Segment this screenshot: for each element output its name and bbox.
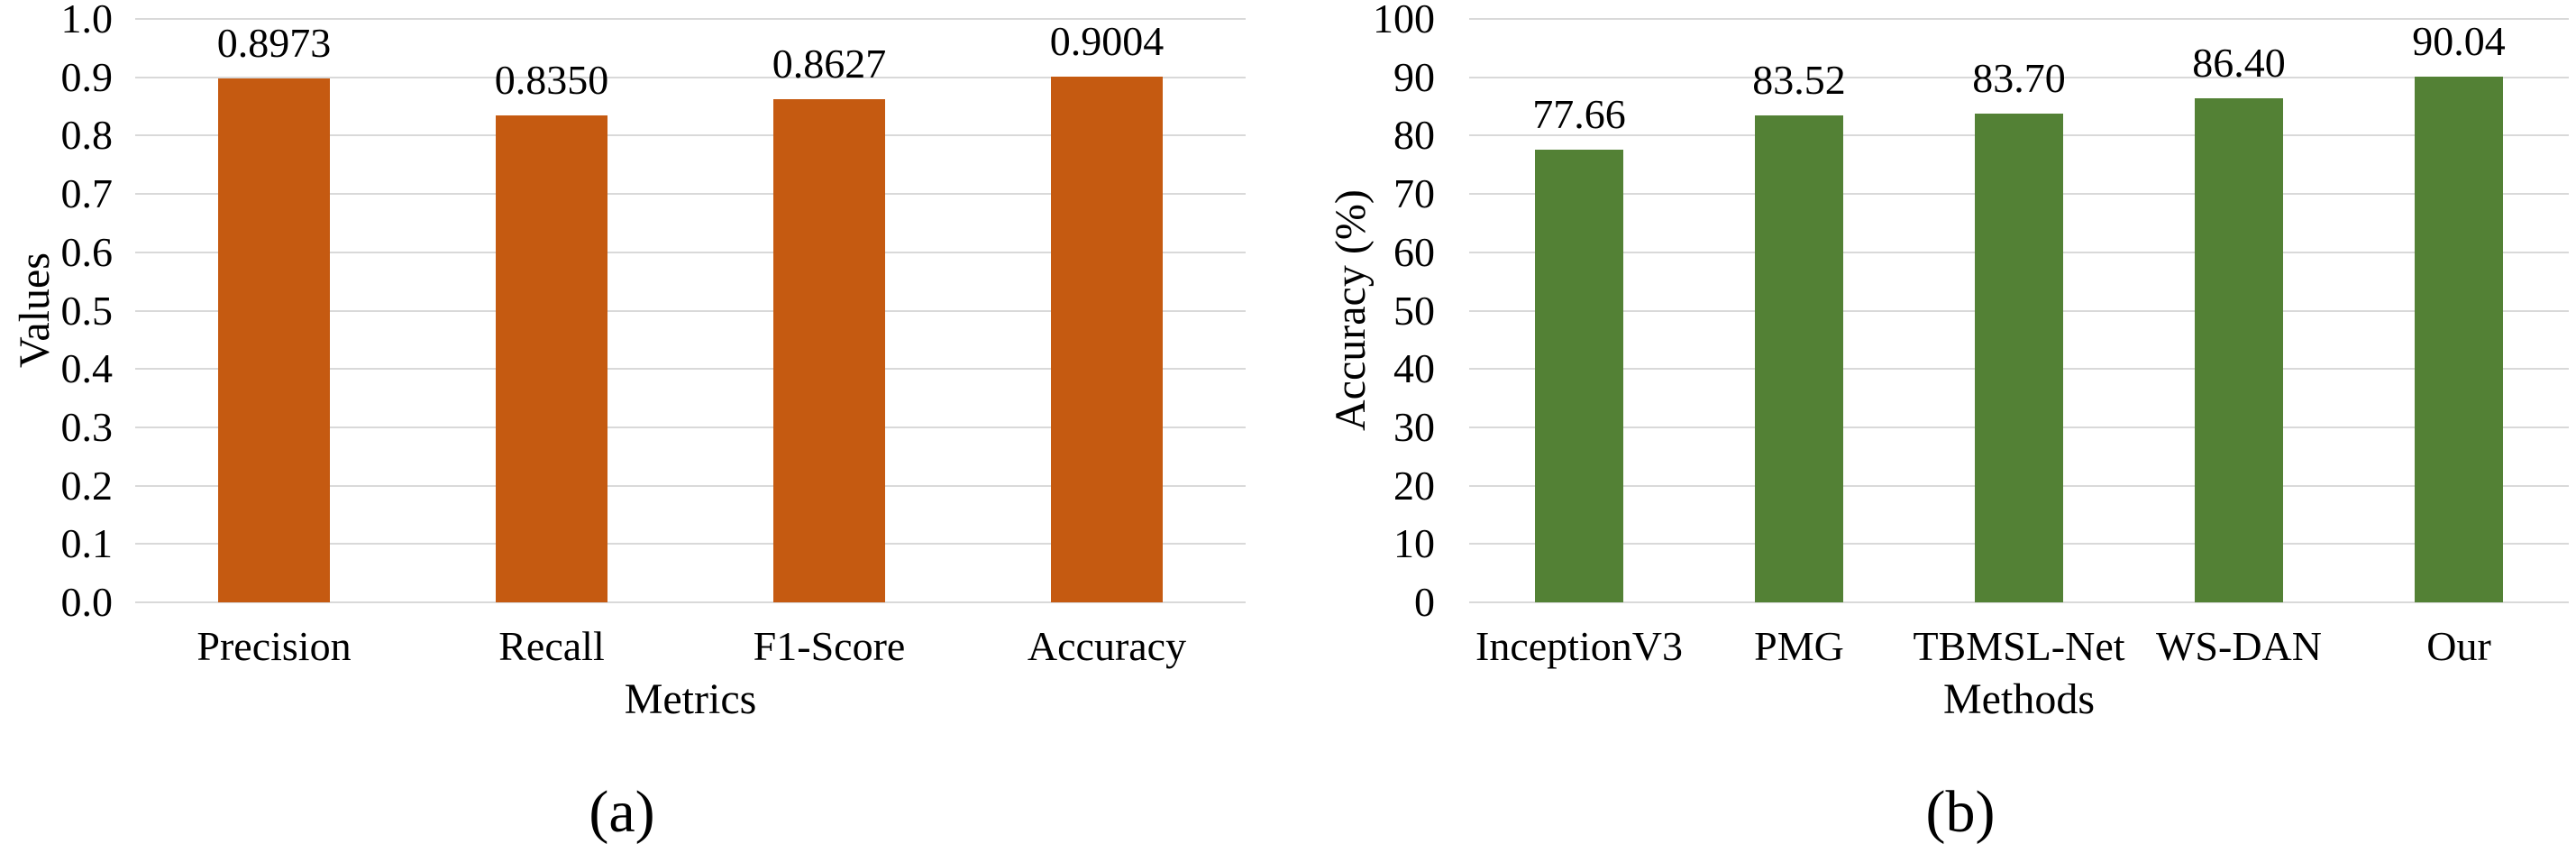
bar-value-label: 83.52 [1752, 56, 1846, 103]
y-tick-label: 70 [1393, 170, 1435, 217]
bar-recall [496, 115, 607, 602]
caption-b: (b) [1925, 779, 1996, 845]
x-tick-label: Our [2426, 623, 2491, 669]
y-tick-label: 0.9 [60, 53, 114, 100]
bar-cell: 86.40 [2129, 19, 2349, 602]
bar-value-label: 0.8350 [494, 56, 609, 103]
caption-a: (a) [589, 779, 655, 845]
x-tick-label: F1-Score [753, 623, 906, 669]
x-tick-label: InceptionV3 [1475, 623, 1683, 669]
y-tick-label: 0.8 [60, 112, 114, 159]
bar-cell: 0.8627 [690, 19, 968, 602]
gridline [135, 426, 1246, 428]
bar-cell: 0.8973 [135, 19, 413, 602]
chart-panel-b: Accuracy (%) 77.66 83.52 83.70 86.40 90.04 M… [1289, 0, 2576, 853]
gridline [135, 368, 1246, 371]
x-tick-label: Accuracy [1027, 623, 1187, 669]
y-tick-label: 50 [1393, 287, 1435, 334]
y-tick-label: 90 [1393, 53, 1435, 100]
bar-accuracy [1051, 77, 1163, 602]
bar-cell: 0.9004 [968, 19, 1246, 602]
gridline [1469, 18, 2569, 20]
gridline [1469, 76, 2569, 78]
y-tick-label: 0 [1414, 579, 1435, 625]
y-tick-label: 0.4 [60, 345, 114, 392]
gridline [135, 18, 1246, 20]
bar-cell: 77.66 [1469, 19, 1689, 602]
x-tick-label: Precision [196, 623, 352, 669]
bar-cell: 0.8350 [413, 19, 690, 602]
y-tick-label: 40 [1393, 345, 1435, 392]
y-tick-label: 0.3 [60, 403, 114, 450]
x-axis-title-a: Metrics [624, 675, 757, 723]
x-tick-label: WS-DAN [2156, 623, 2322, 669]
bar-ws-dan [2195, 98, 2283, 602]
gridline [135, 543, 1246, 546]
y-tick-label: 0.5 [60, 287, 114, 334]
bar-precision [218, 78, 330, 602]
gridline [135, 76, 1246, 78]
bar-our [2415, 77, 2503, 602]
bar-cell: 83.52 [1689, 19, 1909, 602]
chart-panel-a: Values 0.8973 0.8350 0.8627 0.9004 Metrics … [11, 0, 1246, 845]
x-tick-label: TBMSL-Net [1913, 623, 2125, 669]
y-tick-label: 10 [1393, 520, 1435, 567]
gridline [1469, 601, 2569, 603]
gridline [135, 193, 1246, 196]
y-tick-label: 0.6 [60, 228, 114, 275]
y-tick-label: 60 [1393, 228, 1435, 275]
bar-cell: 83.70 [1909, 19, 2129, 602]
bar-value-label: 86.40 [2192, 40, 2286, 86]
y-tick-label: 0.0 [60, 579, 114, 625]
y-tick-label: 1.0 [60, 0, 114, 41]
y-tick-label: 0.2 [60, 462, 114, 509]
bar-value-label: 0.9004 [1049, 18, 1165, 65]
bar-f1-score [773, 98, 885, 602]
gridline [135, 484, 1246, 487]
gridline [135, 134, 1246, 137]
bar-pmg [1755, 115, 1843, 602]
gridline [135, 309, 1246, 312]
bar-value-label: 77.66 [1532, 90, 1626, 137]
x-tick-label: Recall [498, 623, 605, 669]
bar-value-label: 0.8973 [216, 20, 332, 67]
x-axis-title-b: Methods [1943, 675, 2095, 723]
bar-inceptionv3 [1535, 149, 1623, 602]
y-tick-label: 0.1 [60, 520, 114, 567]
y-tick-label: 30 [1393, 403, 1435, 450]
bar-value-label: 0.8627 [772, 40, 887, 87]
bar-value-label: 83.70 [1972, 55, 2066, 102]
y-tick-label: 0.7 [60, 170, 114, 217]
y-tick-label: 100 [1373, 0, 1435, 41]
gridline [135, 251, 1246, 253]
y-tick-label: 20 [1393, 462, 1435, 509]
y-tick-label: 80 [1393, 112, 1435, 159]
bar-tbmsl-net [1975, 114, 2063, 602]
bar-value-label: 90.04 [2412, 18, 2506, 65]
x-tick-label: PMG [1754, 623, 1844, 669]
bar-cell: 90.04 [2349, 19, 2569, 602]
plot-area-b: 77.66 83.52 83.70 86.40 90.04 [1469, 18, 2569, 603]
gridline [135, 601, 1246, 603]
plot-area-a: 0.8973 0.8350 0.8627 0.9004 [135, 18, 1246, 603]
